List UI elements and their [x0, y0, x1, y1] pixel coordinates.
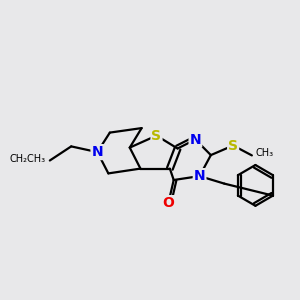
Text: S: S: [228, 139, 238, 152]
Text: N: N: [190, 133, 201, 146]
Text: O: O: [162, 196, 174, 210]
Text: S: S: [152, 129, 161, 142]
Text: N: N: [92, 145, 103, 159]
Text: CH₂CH₃: CH₂CH₃: [9, 154, 45, 164]
Text: N: N: [194, 169, 206, 183]
Text: CH₃: CH₃: [255, 148, 274, 158]
